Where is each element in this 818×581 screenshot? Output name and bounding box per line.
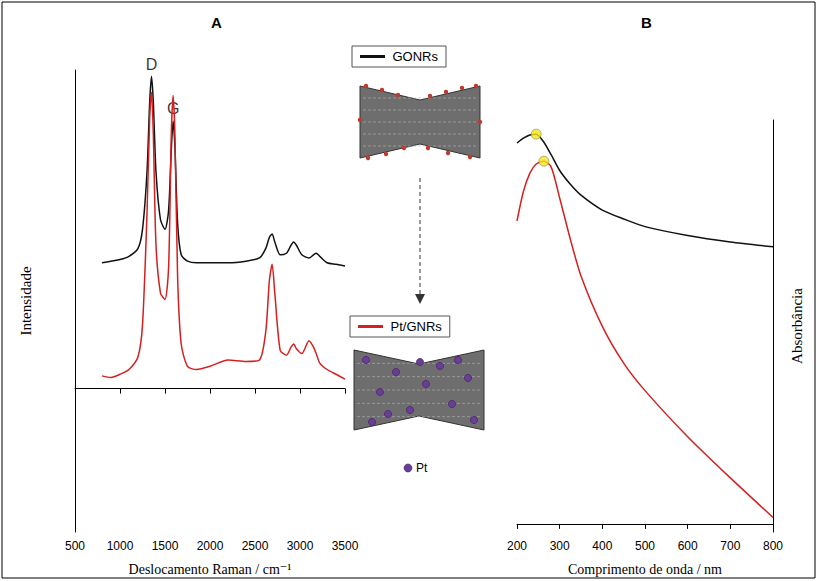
svg-text:1500: 1500 xyxy=(152,539,179,553)
svg-text:Intensidade: Intensidade xyxy=(18,266,34,335)
svg-text:Pt: Pt xyxy=(416,461,428,475)
svg-text:Comprimento de onda / nm: Comprimento de onda / nm xyxy=(568,562,722,577)
svg-text:3000: 3000 xyxy=(287,539,314,553)
svg-text:Pt/GNRs: Pt/GNRs xyxy=(391,319,443,334)
svg-text:3500: 3500 xyxy=(332,539,359,553)
svg-text:2000: 2000 xyxy=(197,539,224,553)
svg-text:800: 800 xyxy=(763,539,783,553)
svg-text:500: 500 xyxy=(635,539,655,553)
svg-text:2500: 2500 xyxy=(242,539,269,553)
svg-text:300: 300 xyxy=(550,539,570,553)
svg-text:200: 200 xyxy=(507,539,527,553)
svg-text:D: D xyxy=(146,56,158,73)
svg-text:500: 500 xyxy=(65,539,85,553)
svg-text:Deslocamento Raman / cm⁻¹: Deslocamento Raman / cm⁻¹ xyxy=(129,562,292,577)
svg-text:700: 700 xyxy=(720,539,740,553)
svg-text:400: 400 xyxy=(592,539,612,553)
svg-text:B: B xyxy=(641,14,652,31)
svg-text:Absorbância: Absorbância xyxy=(789,288,805,364)
svg-text:GONRs: GONRs xyxy=(393,49,439,64)
svg-text:A: A xyxy=(211,14,222,31)
svg-text:1000: 1000 xyxy=(107,539,134,553)
svg-text:600: 600 xyxy=(678,539,698,553)
svg-text:G: G xyxy=(166,100,180,118)
